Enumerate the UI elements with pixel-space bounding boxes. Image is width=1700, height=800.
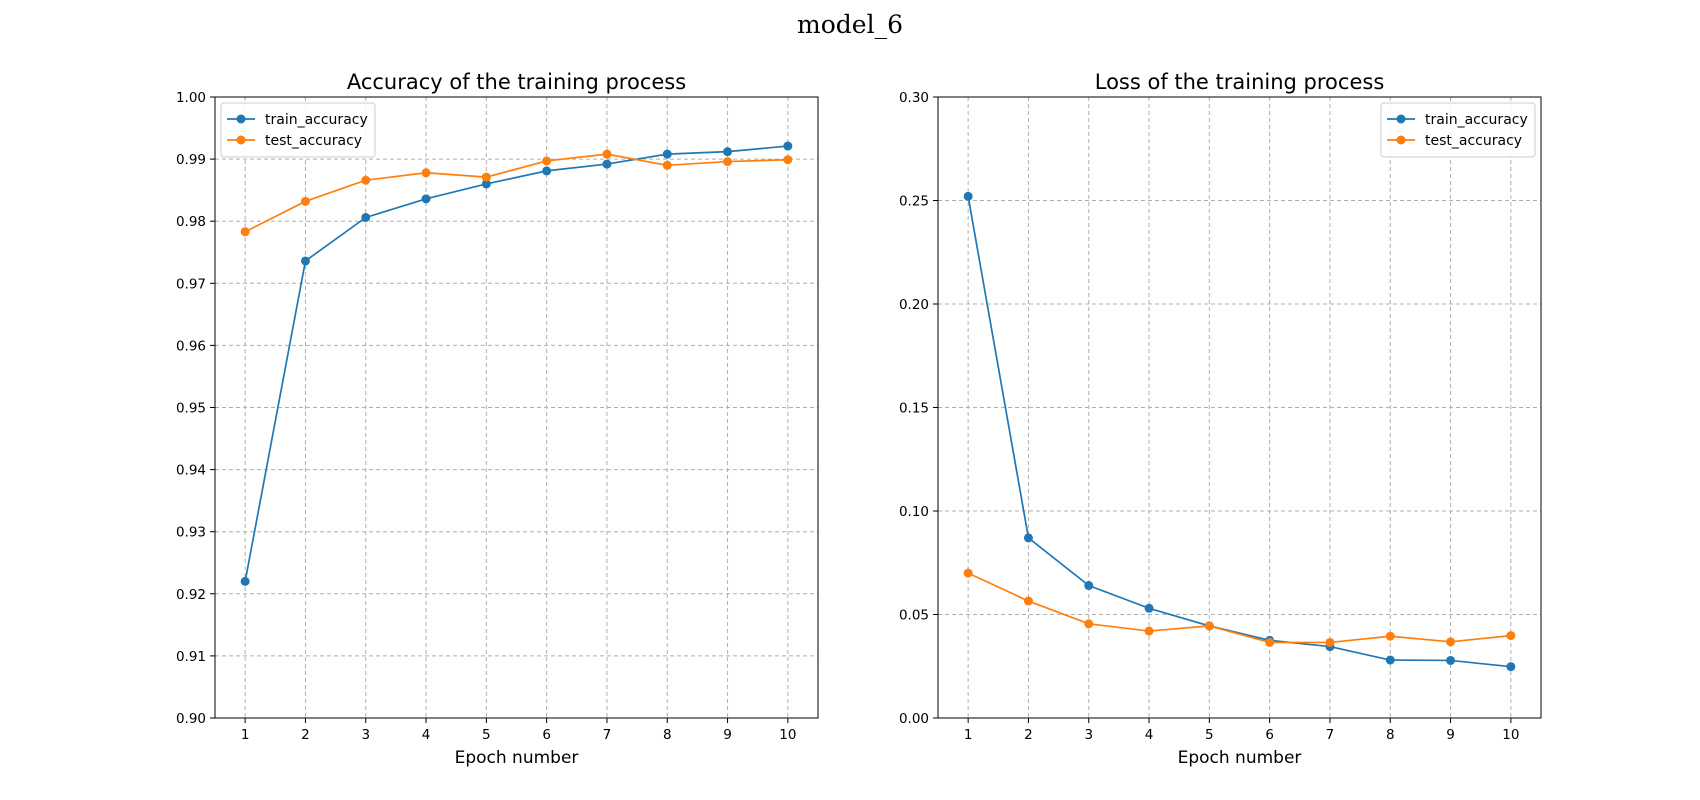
y-tick-label: 0.92 (176, 587, 206, 603)
x-tick-label: 3 (361, 727, 370, 743)
data-point-train_accuracy (1506, 662, 1516, 672)
x-tick-label: 2 (1024, 727, 1033, 743)
y-tick-label: 0.30 (899, 90, 929, 106)
y-tick-label: 0.91 (176, 649, 206, 665)
x-tick-label: 10 (1502, 727, 1519, 743)
data-point-train_accuracy (421, 194, 431, 204)
data-point-test_accuracy (1446, 637, 1456, 647)
data-point-test_accuracy (1506, 631, 1516, 641)
legend-label-train_accuracy: train_accuracy (265, 112, 368, 128)
y-tick-label: 0.25 (899, 194, 929, 210)
legend-box (220, 102, 376, 158)
data-point-train_accuracy (1446, 655, 1456, 665)
accuracy-chart: 1 2 3 4 5 6 7 8 9 10 0.90 0.91 0.92 0.93 0.94 0.95 0.96 0… (176, 70, 819, 768)
y-tick-label: 0.99 (176, 152, 206, 168)
data-point-train_accuracy (1084, 581, 1094, 591)
series-line-train_accuracy (967, 196, 1511, 668)
x-tick-label: 5 (482, 727, 491, 743)
data-point-test_accuracy (300, 196, 310, 206)
data-point-test_accuracy (1265, 637, 1275, 647)
data-point-test_accuracy (783, 155, 793, 165)
data-point-train_accuracy (1023, 533, 1033, 543)
legend-marker-train_accuracy (236, 114, 246, 124)
data-point-test_accuracy (662, 160, 672, 170)
x-tick-label: 7 (603, 727, 612, 743)
legend-label-test_accuracy: test_accuracy (265, 133, 362, 149)
data-point-train_accuracy (602, 159, 612, 169)
x-tick-label: 10 (779, 727, 796, 743)
x-tick-label: 8 (1386, 727, 1395, 743)
x-tick-label: 1 (241, 727, 250, 743)
x-tick-label: 4 (1145, 727, 1154, 743)
y-tick-label: 1.00 (176, 90, 206, 106)
x-tick-label: 5 (1205, 727, 1214, 743)
y-tick-label: 0.20 (899, 297, 929, 313)
data-point-train_accuracy (300, 256, 310, 266)
data-point-test_accuracy (723, 157, 733, 167)
x-tick-label: 2 (301, 727, 310, 743)
chart-title: Loss of the training process (1095, 70, 1385, 94)
y-tick-label: 0.90 (176, 711, 206, 727)
y-tick-label: 0.10 (899, 504, 929, 520)
y-tick-label: 0.95 (176, 401, 206, 417)
x-tick-label: 9 (1446, 727, 1455, 743)
data-point-test_accuracy (1325, 637, 1335, 647)
data-point-test_accuracy (1084, 619, 1094, 629)
data-point-test_accuracy (602, 149, 612, 159)
data-point-test_accuracy (1023, 596, 1033, 606)
data-point-test_accuracy (1385, 631, 1395, 641)
data-point-test_accuracy (240, 227, 250, 237)
legend-label-train_accuracy: train_accuracy (1425, 112, 1528, 128)
data-point-test_accuracy (1204, 621, 1214, 631)
data-point-train_accuracy (481, 179, 491, 189)
data-point-train_accuracy (783, 141, 793, 151)
loss-chart: 1 2 3 4 5 6 7 8 9 10 0.00 0.05 0.10 0.15 0.20 0.25 0.30 L… (899, 70, 1542, 768)
data-point-train_accuracy (1385, 655, 1395, 665)
data-point-test_accuracy (1144, 626, 1154, 636)
y-tick-label: 0.94 (176, 463, 206, 479)
y-tick-label: 0.00 (899, 711, 929, 727)
x-tick-label: 6 (542, 727, 551, 743)
series-line-test_accuracy (244, 153, 788, 233)
x-axis-label: Epoch number (1178, 748, 1302, 768)
legend-marker-train_accuracy (1396, 114, 1406, 124)
data-point-test_accuracy (542, 156, 552, 166)
series-line-test_accuracy (967, 572, 1511, 644)
x-axis-label: Epoch number (455, 748, 579, 768)
series-line-train_accuracy (244, 145, 788, 582)
y-tick-label: 0.93 (176, 525, 206, 541)
y-tick-label: 0.15 (899, 401, 929, 417)
data-point-train_accuracy (240, 576, 250, 586)
chart-title: Accuracy of the training process (347, 70, 686, 94)
x-tick-label: 7 (1326, 727, 1335, 743)
data-point-test_accuracy (963, 568, 973, 578)
x-tick-label: 6 (1265, 727, 1274, 743)
legend-label-test_accuracy: test_accuracy (1425, 133, 1522, 149)
y-tick-label: 0.97 (176, 276, 206, 292)
x-tick-label: 9 (723, 727, 732, 743)
data-point-test_accuracy (481, 172, 491, 182)
data-point-test_accuracy (361, 175, 371, 185)
x-tick-label: 1 (964, 727, 973, 743)
figure-title: model_6 (797, 10, 903, 39)
x-tick-label: 8 (663, 727, 672, 743)
x-tick-label: 4 (422, 727, 431, 743)
data-point-train_accuracy (361, 212, 371, 222)
data-point-train_accuracy (723, 147, 733, 157)
data-point-train_accuracy (963, 191, 973, 201)
legend-marker-test_accuracy (1396, 135, 1406, 145)
x-tick-label: 3 (1084, 727, 1093, 743)
y-tick-label: 0.05 (899, 608, 929, 624)
y-tick-label: 0.96 (176, 338, 206, 354)
legend-marker-test_accuracy (236, 135, 246, 145)
data-point-train_accuracy (662, 149, 672, 159)
data-point-train_accuracy (1144, 603, 1154, 613)
data-point-test_accuracy (421, 168, 431, 178)
data-point-train_accuracy (542, 166, 552, 176)
y-tick-label: 0.98 (176, 214, 206, 230)
legend-box (1380, 102, 1536, 158)
